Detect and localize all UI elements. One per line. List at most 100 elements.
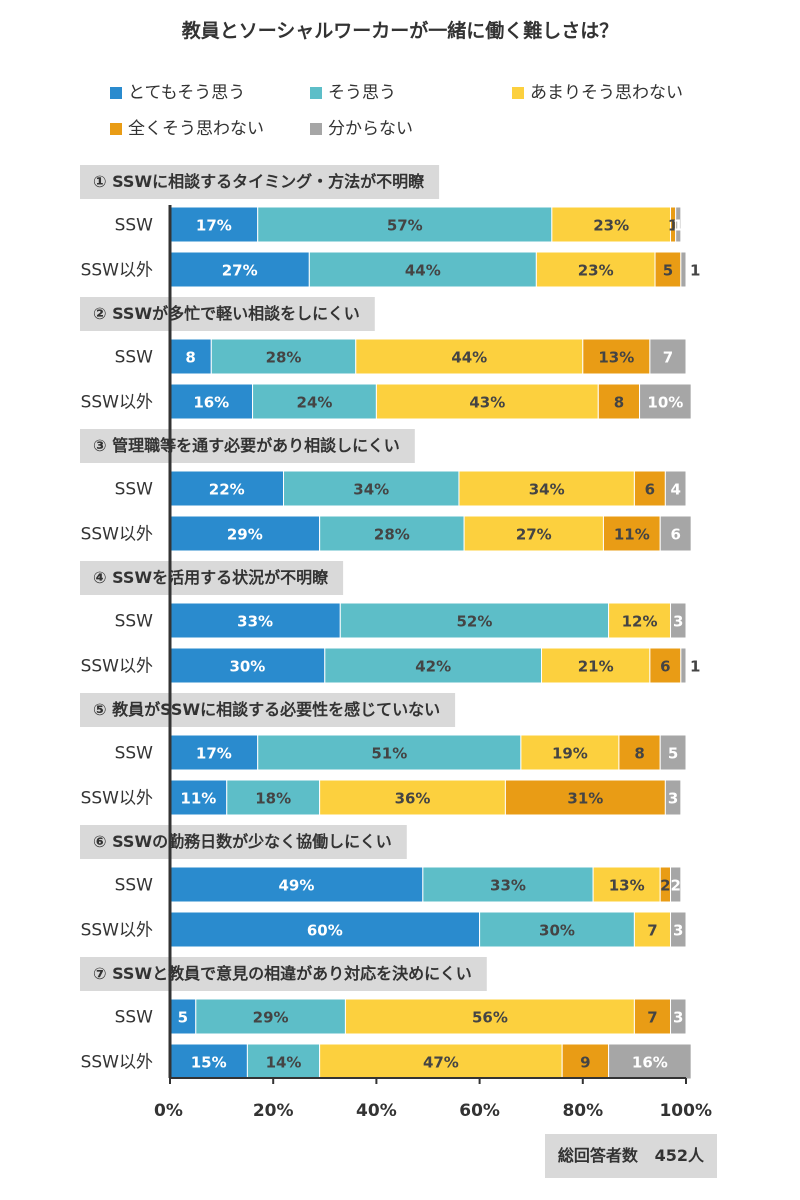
- data-label: 43%: [469, 394, 505, 412]
- data-label: 44%: [405, 262, 441, 280]
- data-label: 57%: [387, 217, 423, 235]
- row-label: SSW: [115, 612, 154, 632]
- bar-segment: [257, 734, 522, 771]
- respondents-label: 総回答者数: [557, 1146, 638, 1165]
- bar-segment: [633, 998, 672, 1035]
- data-label: 28%: [374, 526, 410, 544]
- bar-segment: [458, 470, 635, 507]
- bar-segment: [504, 779, 666, 816]
- legend-swatch: [310, 123, 322, 135]
- x-tick-label: 20%: [253, 1101, 294, 1121]
- data-label: 60%: [307, 922, 343, 940]
- data-label: 2: [670, 877, 680, 895]
- data-label: 6: [645, 481, 655, 499]
- data-label: 5: [178, 1009, 188, 1027]
- data-label: 5: [668, 745, 678, 763]
- data-label: 42%: [415, 658, 451, 676]
- bar-segment: [252, 383, 377, 420]
- data-label: 27%: [222, 262, 258, 280]
- row-label: SSW以外: [81, 525, 153, 545]
- bar-segment: [582, 338, 651, 375]
- chart-title: 教員とソーシャルワーカーが一緒に働く難しさは？: [181, 20, 619, 42]
- group-header-label: ④ SSWを活用する状況が不明瞭: [93, 568, 329, 587]
- row-label: SSW: [115, 744, 154, 764]
- data-label: 24%: [297, 394, 333, 412]
- bar-segment: [680, 251, 687, 288]
- bar-segment: [226, 779, 321, 816]
- row-label: SSW以外: [81, 393, 153, 413]
- data-label: 4: [670, 481, 680, 499]
- legend-swatch: [512, 87, 524, 99]
- data-label: 16%: [193, 394, 229, 412]
- legend-item-very-much: とてもそう思う: [110, 82, 245, 104]
- data-label: 5: [663, 262, 673, 280]
- bar-segment: [664, 779, 682, 816]
- group-header-label: ③ 管理職等を通す必要があり相談しにくい: [93, 436, 400, 455]
- data-label: 7: [647, 1009, 657, 1027]
- legend-label: そう思う: [328, 83, 396, 103]
- data-label: 36%: [395, 790, 431, 808]
- bar-segment: [608, 602, 672, 639]
- x-tick-label: 0%: [154, 1101, 183, 1121]
- legend-item-unknown: 分からない: [310, 118, 413, 140]
- data-label: 13%: [609, 877, 645, 895]
- bar-segment: [597, 383, 641, 420]
- group-header-box: [80, 165, 440, 199]
- legend-label: あまりそう思わない: [530, 83, 683, 103]
- bar-segment: [169, 734, 259, 771]
- group-header-box: [80, 693, 456, 727]
- bar-segment: [210, 338, 357, 375]
- data-label: 9: [580, 1054, 590, 1072]
- data-label: 31%: [567, 790, 603, 808]
- bar-segment: [479, 911, 635, 948]
- bar-segment: [319, 779, 506, 816]
- row-label: SSW: [115, 348, 154, 368]
- data-label: 47%: [423, 1054, 459, 1072]
- row-label: SSW: [115, 216, 154, 236]
- data-label: 17%: [196, 745, 232, 763]
- data-label: 16%: [632, 1054, 668, 1072]
- row-label: SSW: [115, 1008, 154, 1028]
- legend-label: とてもそう思う: [128, 83, 246, 103]
- data-label: 27%: [516, 526, 552, 544]
- group-header-box: [80, 957, 487, 991]
- data-label: 1: [668, 217, 678, 235]
- respondents-value: 452人: [654, 1146, 705, 1165]
- row-label: SSW: [115, 480, 154, 500]
- bar-segment: [659, 734, 687, 771]
- bar-segment: [670, 911, 687, 948]
- data-label: 34%: [529, 481, 565, 499]
- group-header-label: ② SSWが多忙で軽い相談をしにくい: [93, 304, 360, 323]
- bar-segment: [257, 206, 553, 243]
- data-label: 1: [690, 262, 700, 280]
- bar-segment: [520, 734, 620, 771]
- x-tick-label: 100%: [659, 1101, 712, 1121]
- bar-segment: [680, 647, 687, 684]
- data-label: 29%: [253, 1009, 289, 1027]
- bar-segment: [169, 515, 321, 552]
- data-label: 51%: [371, 745, 407, 763]
- data-label: 33%: [490, 877, 526, 895]
- data-label: 33%: [237, 613, 273, 631]
- data-label: 19%: [552, 745, 588, 763]
- x-tick-label: 40%: [356, 1101, 397, 1121]
- bar-segment: [670, 998, 687, 1035]
- group-header-label: ① SSWに相談するタイミング・方法が不明瞭: [93, 172, 425, 191]
- bar-segment: [324, 647, 543, 684]
- group-header-box: [80, 825, 407, 859]
- x-tick-label: 80%: [562, 1101, 603, 1121]
- bar-segment: [283, 470, 460, 507]
- data-label: 12%: [622, 613, 658, 631]
- row-label: SSW以外: [81, 261, 153, 281]
- bar-segment: [422, 866, 594, 903]
- bar-segment: [654, 251, 682, 288]
- bar-segment: [169, 470, 285, 507]
- data-label: 1: [690, 658, 700, 676]
- bar-segment: [169, 911, 481, 948]
- data-label: 30%: [539, 922, 575, 940]
- bar-segment: [169, 338, 212, 375]
- group-header-label: ⑤ 教員がSSWに相談する必要性を感じていない: [93, 700, 440, 719]
- respondents-badge: 総回答者数 452人: [545, 1134, 717, 1178]
- data-label: 30%: [229, 658, 265, 676]
